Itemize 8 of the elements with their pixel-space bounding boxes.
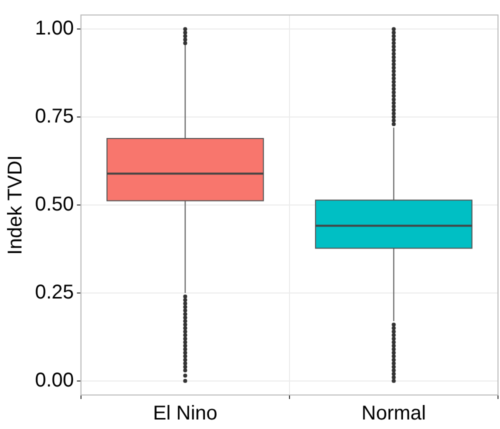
y-tick-label: 0.25	[34, 281, 74, 304]
y-tick-label: 1.00	[34, 18, 74, 40]
x-tick-label: El Nino	[152, 402, 218, 425]
y-tick-label: 0.75	[34, 106, 74, 128]
y-tick-label: 0.00	[34, 369, 74, 392]
y-tick-label: 0.50	[34, 194, 74, 216]
x-tick-label: Normal	[362, 402, 426, 425]
y-axis-title: Indek TVDI	[4, 155, 27, 255]
